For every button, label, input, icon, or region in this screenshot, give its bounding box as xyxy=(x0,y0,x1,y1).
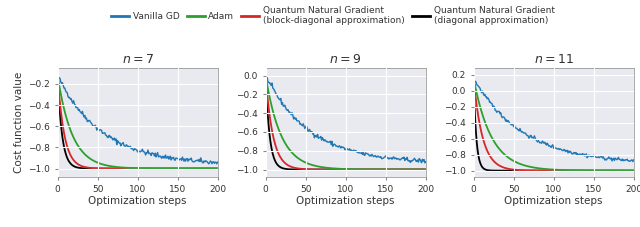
Legend: Vanilla GD, Adam, Quantum Natural Gradient
(block-diagonal approximation), Quant: Vanilla GD, Adam, Quantum Natural Gradie… xyxy=(108,2,558,29)
X-axis label: Optimization steps: Optimization steps xyxy=(504,197,603,207)
X-axis label: Optimization steps: Optimization steps xyxy=(296,197,395,207)
Y-axis label: Cost function value: Cost function value xyxy=(14,72,24,173)
Title: $n = 11$: $n = 11$ xyxy=(534,52,573,66)
Title: $n = 7$: $n = 7$ xyxy=(122,52,154,66)
X-axis label: Optimization steps: Optimization steps xyxy=(88,197,187,207)
Title: $n = 9$: $n = 9$ xyxy=(330,52,362,66)
